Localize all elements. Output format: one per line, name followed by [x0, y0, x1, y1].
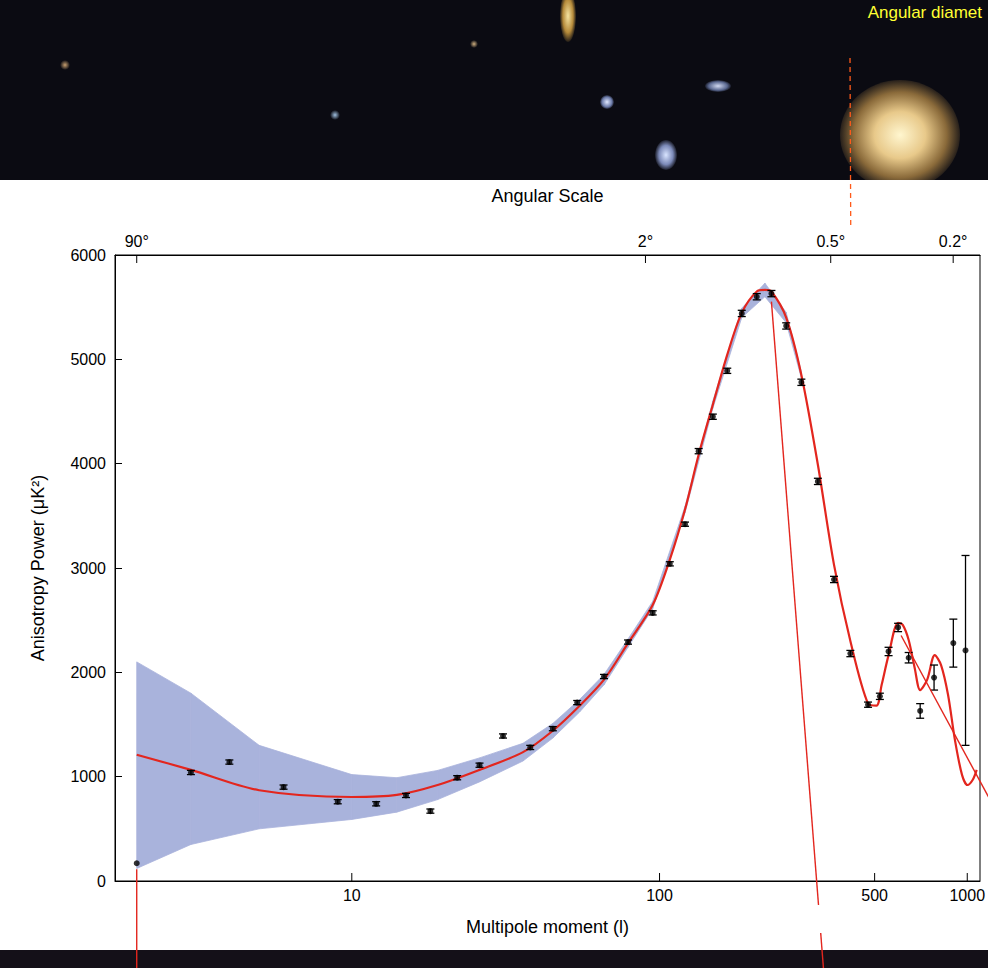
svg-text:5000: 5000: [70, 351, 106, 368]
svg-text:3000: 3000: [70, 560, 106, 577]
svg-text:1000: 1000: [70, 768, 106, 785]
svg-text:Angular Scale: Angular Scale: [491, 186, 603, 206]
svg-text:500: 500: [861, 887, 888, 904]
svg-text:1000: 1000: [949, 887, 985, 904]
svg-text:10: 10: [343, 887, 361, 904]
svg-text:0: 0: [97, 873, 106, 890]
svg-text:0.5°: 0.5°: [816, 233, 845, 250]
svg-text:0.2°: 0.2°: [939, 233, 968, 250]
svg-text:2°: 2°: [638, 233, 653, 250]
svg-text:4000: 4000: [70, 455, 106, 472]
svg-text:100: 100: [646, 887, 673, 904]
svg-text:Multipole moment (l): Multipole moment (l): [466, 917, 629, 937]
svg-text:Anisotropy Power (μK²): Anisotropy Power (μK²): [28, 475, 48, 661]
svg-text:6000: 6000: [70, 247, 106, 264]
svg-text:90°: 90°: [125, 233, 149, 250]
svg-text:2000: 2000: [70, 664, 106, 681]
html-text:Angular diamet: Angular diamet: [867, 3, 982, 22]
